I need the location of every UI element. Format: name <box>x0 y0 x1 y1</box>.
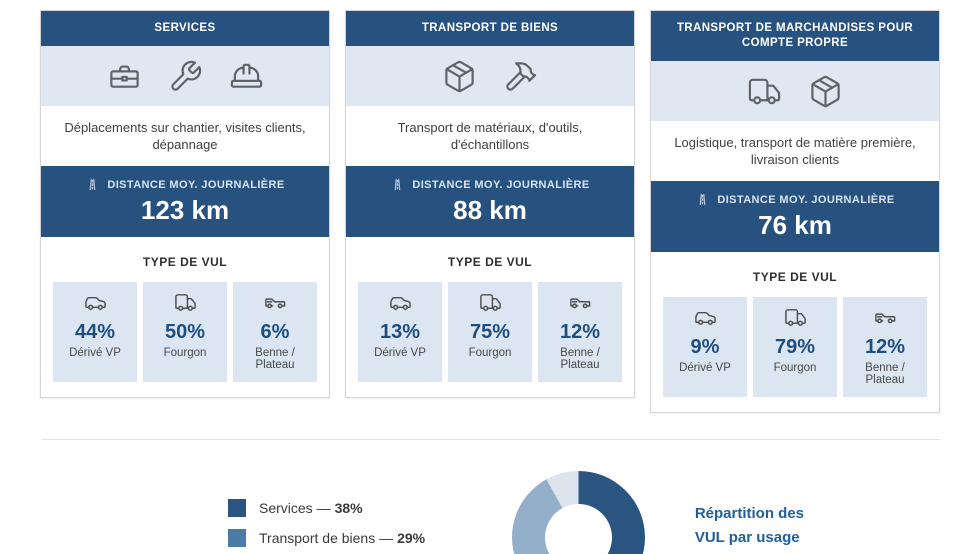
vul-type-box: 50% Fourgon <box>143 282 227 382</box>
vul-type-percent: 13% <box>379 321 421 343</box>
car-icon <box>84 291 107 314</box>
donut-hole <box>544 504 612 554</box>
pickup-icon <box>569 291 592 314</box>
road-icon <box>390 177 405 192</box>
legend-item: Transport de biens —29% <box>228 528 479 547</box>
card-icon-strip <box>41 46 329 106</box>
distance-banner: DISTANCE MOY. JOURNALIÈRE 76 km <box>651 181 939 252</box>
card-description: Logistique, transport de matière premièr… <box>674 135 916 167</box>
vul-type-percent: 44% <box>74 321 116 343</box>
card-services: SERVICES Déplacements sur chantier, visi… <box>40 10 330 398</box>
vul-type-percent: 6% <box>260 321 290 343</box>
vul-type-name: Benne / Plateau <box>255 347 295 371</box>
vul-type-boxes: 9% Dérivé VP 79% Fourgon 12% Benne / Pla… <box>663 297 927 397</box>
vul-type-name: Fourgon <box>163 347 207 359</box>
hammer-icon <box>503 59 538 94</box>
vul-type-boxes: 44% Dérivé VP 50% Fourgon 6% Benne / Pla… <box>53 282 317 382</box>
pickup-icon <box>264 291 287 314</box>
vul-type-box: 9% Dérivé VP <box>663 297 747 397</box>
vul-type-box: 12% Benne / Plateau <box>843 297 927 397</box>
van-icon <box>174 291 197 314</box>
distance-banner: DISTANCE MOY. JOURNALIÈRE 88 km <box>346 166 634 237</box>
truck-icon <box>747 74 782 109</box>
legend-swatch <box>228 528 246 547</box>
package-icon <box>808 74 843 109</box>
distance-label: DISTANCE MOY. JOURNALIÈRE <box>107 178 285 191</box>
card-description: Transport de matériaux, d'outils, d'écha… <box>397 120 583 152</box>
donut-chart-wrap <box>511 471 645 554</box>
vul-type-section: TYPE DE VUL 9% Dérivé VP 79% Fourgon 12%… <box>651 252 939 412</box>
vul-type-box: 44% Dérivé VP <box>53 282 137 382</box>
distance-label-row: DISTANCE MOY. JOURNALIÈRE <box>354 177 626 192</box>
card-title: TRANSPORT DE BIENS <box>346 11 634 46</box>
car-icon <box>694 306 717 329</box>
section-divider <box>42 439 940 440</box>
van-icon <box>479 291 502 314</box>
card-transport-biens: TRANSPORT DE BIENS Transport de matériau… <box>345 10 635 398</box>
card-title: TRANSPORT DE MARCHANDISES POUR COMPTE PR… <box>651 11 939 61</box>
pickup-icon <box>874 306 897 329</box>
distance-label-row: DISTANCE MOY. JOURNALIÈRE <box>49 177 321 192</box>
legend-value: 29% <box>397 529 426 546</box>
hardhat-icon <box>229 59 264 94</box>
vul-type-title: TYPE DE VUL <box>447 255 533 269</box>
distance-value: 88 km <box>453 195 527 225</box>
vul-type-name: Dérivé VP <box>679 362 731 374</box>
vul-type-percent: 50% <box>164 321 206 343</box>
vul-type-section: TYPE DE VUL 13% Dérivé VP 75% Fourgon 12… <box>346 237 634 397</box>
chart-legend: Services —38% Transport de biens —29% Tr… <box>228 498 479 554</box>
legend-label: Services —38% <box>259 500 363 516</box>
vul-type-percent: 75% <box>469 321 511 343</box>
vul-type-name: Benne / Plateau <box>865 362 905 386</box>
distance-value: 76 km <box>758 210 832 240</box>
card-icon-strip <box>346 46 634 106</box>
distance-value: 123 km <box>140 195 230 225</box>
car-icon <box>389 291 412 314</box>
usage-cards-row: SERVICES Déplacements sur chantier, visi… <box>40 10 940 413</box>
legend-label-text: Services — <box>259 499 331 516</box>
vul-type-section: TYPE DE VUL 44% Dérivé VP 50% Fourgon 6%… <box>41 237 329 397</box>
vul-type-percent: 12% <box>559 321 601 343</box>
card-title: SERVICES <box>41 11 329 46</box>
vul-type-name: Fourgon <box>468 347 512 359</box>
distance-label-row: DISTANCE MOY. JOURNALIÈRE <box>659 192 931 207</box>
road-icon <box>85 177 100 192</box>
vul-type-box: 6% Benne / Plateau <box>233 282 317 382</box>
legend-label: Transport de biens —29% <box>259 530 425 546</box>
vul-type-name: Benne / Plateau <box>560 347 600 371</box>
wrench-icon <box>168 59 203 94</box>
vul-type-title: TYPE DE VUL <box>752 270 838 284</box>
vul-type-box: 79% Fourgon <box>753 297 837 397</box>
van-icon <box>784 306 807 329</box>
chart-section: Services —38% Transport de biens —29% Tr… <box>0 471 980 554</box>
vul-type-name: Fourgon <box>773 362 817 374</box>
vul-type-box: 13% Dérivé VP <box>358 282 442 382</box>
vul-type-name: Dérivé VP <box>69 347 121 359</box>
legend-label-text: Transport de biens — <box>259 529 394 546</box>
card-description: Déplacements sur chantier, visites clien… <box>64 120 306 152</box>
vul-type-title: TYPE DE VUL <box>142 255 228 269</box>
package-icon <box>442 59 477 94</box>
vul-type-percent: 9% <box>690 336 720 358</box>
toolbox-icon <box>107 59 142 94</box>
distance-banner: DISTANCE MOY. JOURNALIÈRE 123 km <box>41 166 329 237</box>
distance-label: DISTANCE MOY. JOURNALIÈRE <box>412 178 590 191</box>
road-icon <box>695 192 710 207</box>
card-transport-marchandises: TRANSPORT DE MARCHANDISES POUR COMPTE PR… <box>650 10 940 413</box>
legend-item: Services —38% <box>228 498 479 517</box>
vul-type-percent: 12% <box>864 336 906 358</box>
vul-type-box: 75% Fourgon <box>448 282 532 382</box>
legend-swatch <box>228 498 246 517</box>
vul-type-name: Dérivé VP <box>374 347 426 359</box>
vul-type-boxes: 13% Dérivé VP 75% Fourgon 12% Benne / Pl… <box>358 282 622 382</box>
vul-type-box: 12% Benne / Plateau <box>538 282 622 382</box>
chart-caption: Répartition des VUL par usage principal <box>694 504 805 554</box>
card-icon-strip <box>651 61 939 121</box>
vul-type-percent: 79% <box>774 336 816 358</box>
distance-label: DISTANCE MOY. JOURNALIÈRE <box>717 193 895 206</box>
legend-value: 38% <box>334 499 363 516</box>
